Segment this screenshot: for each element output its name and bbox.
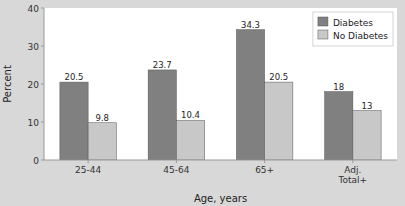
legend-swatch — [318, 17, 328, 26]
bars — [60, 30, 381, 160]
y-tick — [41, 160, 44, 161]
data-label: 23.7 — [153, 60, 172, 70]
y-tick-label: 40 — [28, 4, 40, 14]
bar — [353, 111, 381, 160]
y-tick-label: 10 — [28, 118, 40, 128]
x-tick-label: 45-64 — [163, 165, 189, 175]
x-tick-label: Adj.Total+ — [338, 165, 368, 185]
figure-background — [0, 0, 405, 206]
data-label: 20.5 — [65, 72, 84, 82]
chart: 20.5 23.7 34.3 18 9.8 10.4 20.5 13 0 10 20 30 40 25-4… — [0, 0, 405, 206]
y-tick — [41, 84, 44, 85]
bar — [60, 82, 88, 160]
x-axis-line — [44, 160, 397, 161]
bar — [88, 123, 116, 160]
bar — [265, 82, 293, 160]
data-label: 18 — [333, 82, 344, 92]
data-labels: 20.5 23.7 34.3 18 9.8 10.4 20.5 13 — [65, 20, 373, 123]
x-tick — [264, 160, 265, 163]
y-tick-label: 20 — [28, 80, 40, 90]
bar — [325, 92, 353, 160]
y-tick — [41, 46, 44, 47]
y-axis-label: Percent — [2, 65, 13, 103]
x-tick — [88, 160, 89, 163]
y-tick — [41, 122, 44, 123]
legend: Diabetes No Diabetes — [313, 12, 393, 46]
legend-label: Diabetes — [333, 18, 373, 28]
bar — [236, 30, 264, 160]
plot-background — [44, 8, 397, 160]
x-axis-label: Age, years — [194, 193, 247, 204]
x-tick — [176, 160, 177, 163]
legend-box — [313, 12, 393, 46]
data-label: 13 — [362, 101, 373, 111]
y-tick-label: 0 — [33, 156, 39, 166]
y-tick — [41, 8, 44, 9]
bar — [176, 120, 204, 160]
data-label: 20.5 — [269, 72, 288, 82]
data-label: 10.4 — [181, 110, 200, 120]
data-label: 34.3 — [241, 20, 260, 30]
data-label: 9.8 — [95, 113, 109, 123]
bar — [148, 70, 176, 160]
x-tick-label: 25-44 — [75, 165, 101, 175]
legend-swatch — [318, 30, 328, 39]
x-tick — [352, 160, 353, 163]
y-tick-label: 30 — [28, 42, 40, 52]
x-tick-label: 65+ — [255, 165, 274, 175]
legend-label: No Diabetes — [333, 31, 388, 41]
chart-container: 20.5 23.7 34.3 18 9.8 10.4 20.5 13 0 10 20 30 40 25-4… — [0, 0, 405, 206]
